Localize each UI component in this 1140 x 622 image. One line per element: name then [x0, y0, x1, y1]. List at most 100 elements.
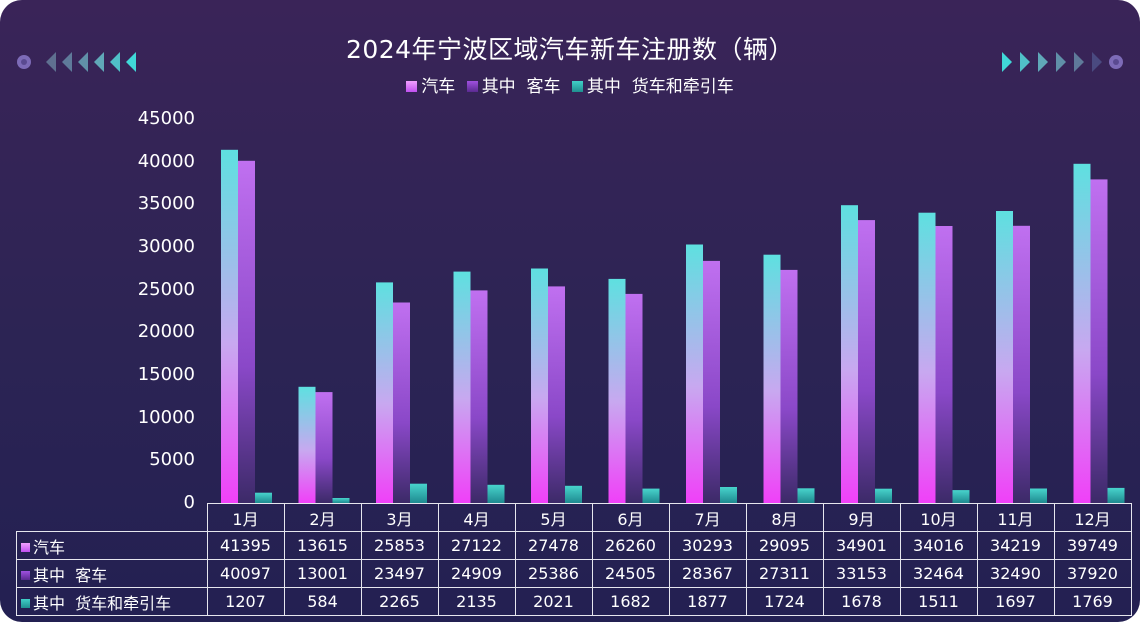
row-label-car: 汽车 [33, 537, 66, 557]
bar-car-12 [1073, 163, 1091, 504]
table-cell: 26260 [591, 531, 670, 560]
data-table-header-row: 1月 2月 3月 4月 5月 6月 7月 8月 9月 10月 11月 12月 [17, 503, 1132, 532]
legend-item-car[interactable]: 汽车 [406, 72, 455, 97]
y-tick-label: 0 [183, 492, 195, 513]
bar-bus-9 [858, 220, 875, 503]
table-header-cell: 8月 [745, 503, 824, 532]
table-header-cell: 9月 [822, 503, 901, 532]
legend-label-truck: 其中 货车和牵引车 [586, 77, 734, 97]
legend-label-car: 汽车 [421, 77, 456, 97]
row-swatch-bus [21, 570, 30, 580]
table-header-cell: 12月 [1053, 503, 1132, 532]
bar-car-10 [918, 212, 936, 503]
bar-car-11 [996, 211, 1013, 503]
bar-bus-7 [703, 260, 720, 503]
y-tick-label: 25000 [137, 278, 195, 300]
left-deco-arrow-6 [126, 52, 136, 72]
bar-car-1 [221, 149, 238, 504]
bar-truck-2 [332, 498, 350, 503]
bar-car-6 [608, 278, 626, 503]
table-cell: 37920 [1053, 559, 1132, 588]
bar-truck-6 [642, 488, 660, 503]
table-cell: 13001 [283, 559, 362, 588]
legend-label-bus: 其中 客车 [481, 77, 561, 97]
right-decoration-arrows [1002, 52, 1123, 72]
table-cell: 1697 [976, 587, 1055, 616]
table-cell: 40097 [206, 559, 285, 588]
y-tick-label: 5000 [149, 449, 195, 471]
bar-truck-9 [875, 488, 892, 503]
legend-item-truck[interactable]: 其中 货车和牵引车 [571, 72, 734, 97]
bar-bus-6 [625, 293, 643, 503]
bar-truck-1 [255, 492, 272, 503]
table-cell: 25386 [514, 559, 593, 588]
right-deco-arrow-6 [1092, 52, 1102, 72]
left-deco-arrow-1 [46, 52, 56, 72]
bar-truck-11 [1030, 488, 1047, 503]
y-tick-label: 40000 [137, 150, 195, 172]
bar-bus-4 [470, 290, 488, 503]
table-cell: 2265 [360, 587, 439, 616]
row-swatch-car [21, 542, 30, 552]
y-tick-label: 30000 [137, 236, 195, 257]
table-cell: 27122 [437, 531, 516, 560]
row-swatch-truck [21, 598, 30, 608]
table-header-cell: 11月 [976, 503, 1055, 532]
table-cell: 29095 [745, 531, 824, 560]
table-cell: 30293 [668, 531, 747, 560]
data-table-row-truck: 其中 货车和牵引车 1207 584 2265 2135 2021 1682 1… [16, 587, 1132, 616]
table-cell: 34219 [976, 531, 1055, 560]
table-cell: 24909 [437, 559, 516, 588]
table-cell: 1724 [745, 587, 824, 616]
data-table-row-car: 汽车 41395 13615 25853 27122 27478 26260 3… [16, 531, 1132, 560]
bar-car-5 [531, 268, 548, 503]
legend-swatch-truck [571, 81, 583, 92]
bar-car-3 [376, 282, 393, 503]
table-header-cell: 2月 [283, 503, 362, 532]
left-deco-arrow-2 [62, 52, 72, 72]
y-tick-label: 45000 [137, 108, 195, 129]
bar-truck-12 [1107, 487, 1125, 503]
y-tick-label: 20000 [137, 321, 195, 343]
legend-swatch-car [406, 81, 418, 92]
bar-bus-12 [1090, 179, 1108, 503]
right-deco-arrow-2 [1020, 52, 1030, 72]
table-cell: 1207 [206, 587, 285, 616]
table-cell: 25853 [360, 531, 439, 560]
legend-item-bus[interactable]: 其中 客车 [466, 72, 561, 97]
bar-bus-11 [1013, 225, 1030, 504]
bar-truck-8 [797, 488, 815, 503]
table-header-cell: 6月 [591, 503, 670, 532]
bar-car-2 [298, 386, 316, 503]
row-label-bus: 其中 客车 [33, 565, 108, 585]
bar-bus-3 [393, 302, 410, 503]
table-cell: 39749 [1053, 531, 1132, 560]
table-cell: 27478 [514, 531, 593, 560]
right-deco-arrow-3 [1038, 52, 1048, 72]
table-cell: 41395 [206, 531, 285, 560]
table-header-cell: 1月 [206, 503, 285, 532]
bar-bus-2 [315, 392, 333, 503]
table-cell: 32490 [976, 559, 1055, 588]
left-deco-arrow-3 [78, 52, 88, 72]
data-table-row-bus: 其中 客车 40097 13001 23497 24909 25386 2450… [16, 559, 1132, 588]
left-decoration-arrows [17, 52, 136, 72]
left-deco-arrow-4 [94, 52, 104, 72]
bar-car-9 [841, 205, 858, 503]
bar-bus-1 [238, 160, 255, 504]
table-header-cell: 5月 [514, 503, 593, 532]
y-tick-label: 35000 [137, 193, 195, 215]
table-header-cell: 7月 [668, 503, 747, 532]
table-cell: 1511 [899, 587, 978, 616]
bar-series-group [221, 149, 1125, 504]
table-row-header-bus: 其中 客车 [16, 559, 208, 588]
bar-truck-4 [487, 484, 505, 503]
table-cell: 13615 [283, 531, 362, 560]
y-tick-label: 10000 [137, 406, 195, 428]
table-cell: 23497 [360, 559, 439, 588]
table-cell: 1678 [822, 587, 901, 616]
bar-bus-5 [548, 286, 565, 503]
bar-bus-8 [780, 269, 798, 503]
